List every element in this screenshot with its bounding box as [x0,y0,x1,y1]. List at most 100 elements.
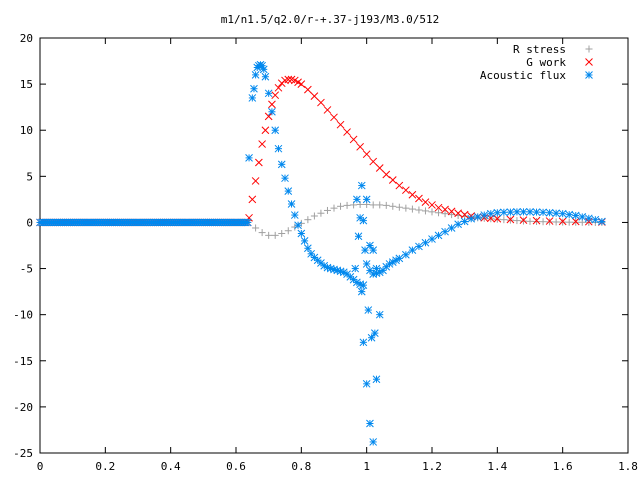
g-work-point [460,210,469,219]
acoustic-flux-point [591,215,600,224]
legend-marker [585,71,593,79]
r-stress-point [258,229,266,237]
marker-stroke [375,164,384,172]
marker-stroke [539,208,547,217]
marker-stroke [460,217,469,226]
r-stress-point [500,216,508,224]
marker-stroke [480,211,489,219]
r-stress-point [415,206,423,214]
g-work-point [395,181,404,190]
acoustic-flux-point [545,208,554,217]
marker-stroke [297,80,306,88]
acoustic-flux-point [480,211,489,219]
marker-stroke [447,224,456,232]
acoustic-flux-point [369,246,378,254]
marker-stroke [287,200,296,208]
acoustic-flux-point [287,200,296,208]
acoustic-flux-point [421,238,430,247]
r-stress-point [513,217,521,225]
marker-stroke [250,84,258,93]
x-tick-label: 1.8 [618,460,638,473]
marker-stroke [248,94,257,102]
marker-stroke [545,208,554,217]
g-work-point [261,126,270,135]
marker-stroke [382,170,391,179]
g-work-point [248,195,257,204]
r-stress-point [330,204,338,212]
marker-stroke [375,310,384,319]
y-tick-label: -5 [20,263,33,276]
marker-stroke [356,280,364,289]
acoustic-flux-point [284,187,293,195]
acoustic-flux-point [454,220,462,229]
acoustic-flux-point [558,209,567,218]
g-work-point [349,135,358,144]
acoustic-flux-point [277,160,286,169]
x-tick-label: 1.2 [422,460,442,473]
marker-stroke [297,229,306,238]
marker-stroke [271,91,280,100]
marker-stroke [243,218,252,227]
acoustic-flux-point [519,207,528,216]
acoustic-flux-point [294,221,302,230]
marker-stroke [248,195,257,204]
acoustic-flux-point [473,213,482,221]
acoustic-flux-point [268,107,276,116]
g-work-point [323,106,332,114]
r-stress-point [343,201,351,209]
marker-stroke [454,220,462,229]
marker-stroke [333,266,342,275]
acoustic-flux-point [460,217,469,226]
marker-stroke [565,210,574,219]
legend-label: Acoustic flux [480,69,566,82]
marker-stroke [441,227,449,236]
marker-stroke [467,214,476,223]
acoustic-flux-point [428,235,436,243]
marker-stroke [353,278,361,287]
plot-frame [39,37,629,454]
y-tick-label: 0 [26,216,33,229]
series-acoustic-flux [245,60,606,446]
g-work-point [317,98,325,107]
x-tick-label: 1.6 [553,460,573,473]
acoustic-flux-point [362,260,371,268]
marker-stroke [326,264,335,273]
acoustic-flux-point [353,195,361,204]
marker-stroke [372,375,381,384]
marker-stroke [320,261,329,270]
acoustic-flux-point [357,287,366,296]
marker-stroke [264,112,273,121]
acoustic-flux-point [245,154,253,162]
marker-stroke [545,217,554,225]
r-stress-point [369,201,377,209]
g-work-point [304,85,312,94]
acoustic-flux-point [395,254,404,263]
r-stress-point [552,218,560,226]
acoustic-flux-point [552,209,560,218]
acoustic-flux-point [434,231,443,240]
legend-label: G work [526,56,566,69]
x-tick-label: 0 [37,460,44,473]
marker-stroke [268,107,276,116]
acoustic-flux-point [513,207,521,216]
acoustic-flux-point [415,242,423,251]
acoustic-flux-point [362,195,371,204]
g-work-point [369,157,378,166]
g-work-point [264,112,273,121]
acoustic-flux-point [271,126,280,135]
r-stress-point [271,231,279,239]
legend-label: R stress [513,43,566,56]
marker-stroke [284,75,293,84]
r-stress-point [441,210,449,218]
marker-stroke [558,209,567,218]
r-stress-point [565,218,573,226]
acoustic-flux-point [402,250,410,259]
marker-stroke [369,438,378,446]
marker-stroke [395,254,404,263]
g-work-point [297,80,306,88]
g-work-point [258,140,266,148]
marker-stroke [415,194,423,203]
g-work-point [408,190,417,199]
marker-stroke [245,154,253,162]
g-work-point [268,100,276,109]
